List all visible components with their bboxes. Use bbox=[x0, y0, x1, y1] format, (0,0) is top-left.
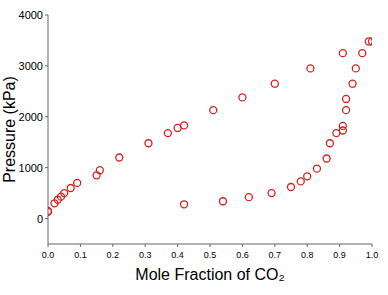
point bbox=[343, 95, 350, 102]
point bbox=[313, 165, 320, 172]
y-tick-label: 4000 bbox=[19, 9, 43, 21]
point bbox=[304, 173, 311, 180]
x-tick-label: 0.3 bbox=[139, 250, 152, 260]
x-tick-label: 0.6 bbox=[236, 250, 249, 260]
point bbox=[288, 184, 295, 191]
x-tick-label: 0.2 bbox=[107, 250, 120, 260]
point bbox=[268, 190, 275, 197]
point bbox=[219, 198, 226, 205]
point bbox=[365, 38, 372, 45]
point bbox=[210, 107, 217, 114]
x-tick-label: 0.7 bbox=[269, 250, 282, 260]
y-axis-line bbox=[48, 15, 49, 244]
point bbox=[359, 50, 366, 57]
point bbox=[93, 172, 100, 179]
y-tick bbox=[45, 167, 48, 168]
point bbox=[343, 107, 350, 114]
point bbox=[339, 122, 346, 129]
point bbox=[339, 50, 346, 57]
point bbox=[181, 122, 188, 129]
y-tick-label: 3000 bbox=[19, 60, 43, 72]
y-tick-label: 0 bbox=[37, 213, 43, 225]
point bbox=[245, 194, 252, 201]
x-tick bbox=[210, 244, 211, 247]
point bbox=[326, 140, 333, 147]
point bbox=[61, 190, 68, 197]
point bbox=[239, 94, 246, 101]
point bbox=[48, 207, 52, 214]
y-axis-title: Pressure (kPa) bbox=[1, 76, 18, 183]
x-axis-title: Mole Fraction of CO₂ bbox=[135, 266, 284, 283]
x-tick bbox=[48, 244, 49, 247]
x-tick-label: 0.8 bbox=[301, 250, 314, 260]
x-tick bbox=[339, 244, 340, 247]
chart: 0 1000 2000 3000 4000 0.0 0.1 0.2 0.3 0.4 0.5 0.6 0.… bbox=[0, 0, 388, 295]
x-tick-label: 0.5 bbox=[204, 250, 217, 260]
point bbox=[352, 65, 359, 72]
x-tick-label: 0.0 bbox=[42, 250, 55, 260]
point bbox=[307, 65, 314, 72]
point bbox=[164, 130, 171, 137]
y-tick bbox=[45, 65, 48, 66]
point bbox=[116, 154, 123, 161]
x-tick-label: 0.9 bbox=[333, 250, 346, 260]
x-tick bbox=[372, 244, 373, 247]
point bbox=[323, 155, 330, 162]
y-tick-label: 2000 bbox=[19, 111, 43, 123]
x-tick bbox=[242, 244, 243, 247]
point bbox=[181, 201, 188, 208]
x-tick bbox=[145, 244, 146, 247]
x-tick-label: 0.1 bbox=[74, 250, 87, 260]
y-tick bbox=[45, 218, 48, 219]
point bbox=[349, 80, 356, 87]
x-tick bbox=[274, 244, 275, 247]
x-tick bbox=[177, 244, 178, 247]
x-tick-label: 1.0 bbox=[366, 250, 379, 260]
point bbox=[145, 140, 152, 147]
point bbox=[74, 179, 81, 186]
y-tick bbox=[45, 116, 48, 117]
y-tick bbox=[45, 15, 48, 16]
x-tick bbox=[112, 244, 113, 247]
point bbox=[67, 185, 74, 192]
points bbox=[48, 38, 372, 215]
x-tick bbox=[80, 244, 81, 247]
y-tick-label: 1000 bbox=[19, 162, 43, 174]
point bbox=[271, 80, 278, 87]
point bbox=[297, 178, 304, 185]
point bbox=[96, 167, 103, 174]
x-tick bbox=[307, 244, 308, 247]
x-tick-label: 0.4 bbox=[171, 250, 184, 260]
